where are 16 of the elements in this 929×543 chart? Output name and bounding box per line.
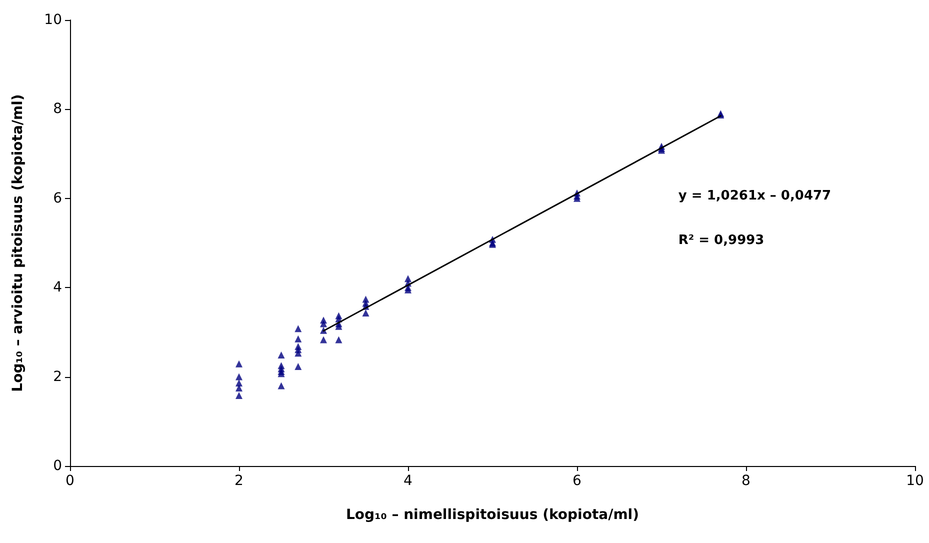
y-tick-label: 2 bbox=[53, 368, 62, 385]
y-tick-label: 0 bbox=[53, 458, 62, 474]
x-tick-label: 10 bbox=[906, 473, 924, 489]
y-tick-label: 8 bbox=[53, 101, 62, 118]
y-tick-label: 6 bbox=[53, 190, 62, 206]
y-tick-label: 4 bbox=[53, 280, 62, 296]
annotation: y = 1,0261x – 0,0477 bbox=[678, 188, 832, 204]
x-tick-label: 2 bbox=[234, 473, 244, 489]
x-tick-label: 0 bbox=[66, 473, 74, 489]
x-tick-label: 4 bbox=[404, 473, 413, 489]
y-tick-label: 10 bbox=[44, 12, 62, 28]
x-tick-label: 6 bbox=[572, 473, 582, 489]
x-axis-title: Log₁₀ – nimellispitoisuus (kopiota/ml) bbox=[346, 507, 639, 523]
x-tick-label: 8 bbox=[742, 473, 750, 489]
annotation: R² = 0,9993 bbox=[678, 233, 764, 248]
y-axis-title: Log₁₀ – arvioitu pitoisuus (kopiota/ml) bbox=[10, 94, 26, 392]
